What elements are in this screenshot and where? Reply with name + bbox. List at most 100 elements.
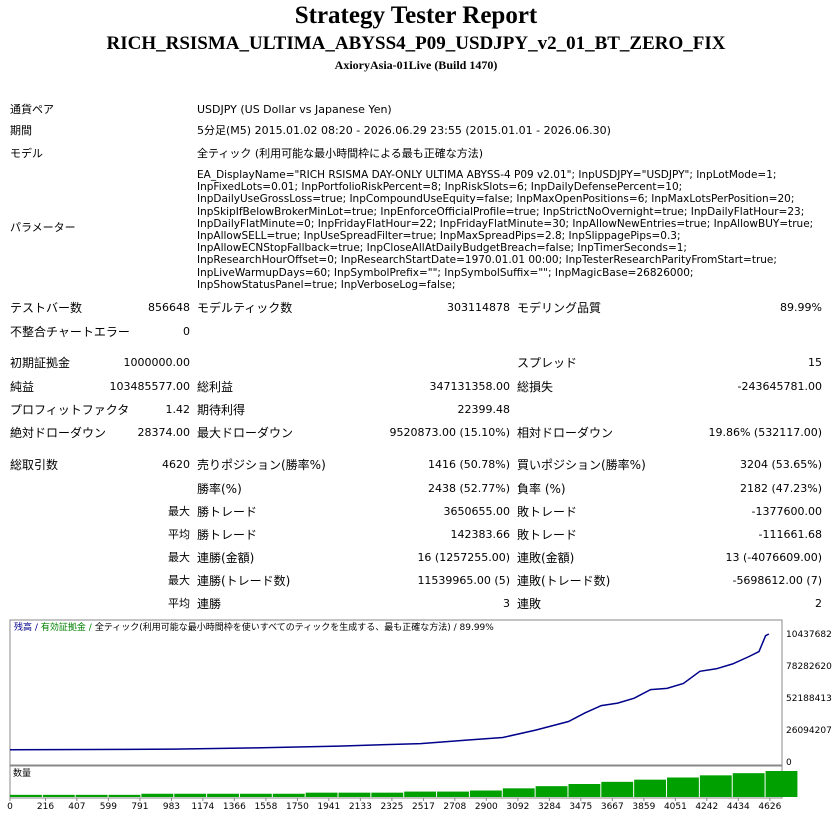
- stat-value: 4620: [162, 458, 190, 471]
- info-label: 通貨ペア: [10, 103, 54, 116]
- stat-label: 勝トレード: [197, 505, 258, 519]
- x-tick-label: 2900: [475, 802, 498, 812]
- volume-bar: [469, 790, 502, 797]
- y-tick-label: 26094207: [786, 726, 832, 736]
- x-tick-label: 1366: [223, 802, 246, 812]
- legend: 残高 / 有効証拠金 / 全ティック(利用可能な最小時間枠を使いすべてのティックを生…: [14, 621, 494, 633]
- legend-entry: 全ティック(利用可能な最小時間枠を使いすべてのティックを生成する、最も正確な方法…: [95, 621, 494, 633]
- stat-label: 勝トレード: [197, 528, 258, 542]
- stat-label: 勝率(%): [197, 482, 242, 496]
- stat-value: 2182 (47.23%): [739, 482, 822, 495]
- stat-value: 856648: [148, 301, 190, 314]
- stat-value: -243645781.00: [737, 380, 822, 393]
- stat-label: 売りポジション(勝率%): [197, 458, 326, 472]
- volume-bar: [338, 792, 371, 797]
- stat-value: 最大: [168, 551, 190, 564]
- volume-bar: [601, 781, 634, 797]
- x-tick-label: 1750: [286, 802, 309, 812]
- stat-value: -5698612.00 (7): [732, 574, 822, 587]
- volume-bar: [75, 794, 108, 797]
- stat-label: 総取引数: [10, 458, 59, 472]
- stat-value: 103485577.00: [109, 380, 190, 393]
- stat-value: 2438 (52.77%): [427, 482, 510, 495]
- info-value: USDJPY (US Dollar vs Japanese Yen): [197, 103, 392, 116]
- legend-entry: 有効証拠金 /: [41, 621, 93, 633]
- volume-bar: [699, 775, 732, 797]
- x-tick-label: 4051: [664, 802, 687, 812]
- balance-line: [9, 633, 770, 751]
- x-tick-label: 3475: [569, 802, 592, 812]
- volume-bar: [732, 773, 765, 797]
- y-tick-label: 52188413: [786, 694, 832, 704]
- volume-bar: [305, 792, 338, 797]
- stat-value: 13 (-4076609.00): [725, 551, 822, 564]
- volume-label: 数量: [13, 767, 31, 779]
- stat-value: 9520873.00 (15.10%): [389, 426, 510, 439]
- stat-label: 期待利得: [197, 403, 246, 417]
- x-tick-label: 4626: [758, 802, 781, 812]
- stat-label: 連勝(金額): [197, 551, 255, 565]
- x-tick-label: 1558: [254, 802, 277, 812]
- stat-label: 総損失: [517, 380, 554, 394]
- stat-label: 総利益: [197, 380, 234, 394]
- stat-label: 連敗(トレード数): [517, 574, 611, 588]
- volume-bar: [535, 786, 568, 797]
- x-tick-label: 2325: [380, 802, 403, 812]
- stat-value: 1.42: [165, 403, 191, 416]
- volume-bar: [272, 793, 305, 797]
- stat-label: 敗トレード: [517, 505, 578, 519]
- subtitle: RICH_RSISMA_ULTIMA_ABYSS4_P09_USDJPY_v2_…: [106, 33, 726, 54]
- stat-value: 平均: [168, 528, 190, 541]
- stat-label: 負率 (%): [517, 482, 566, 496]
- x-tick-label: 2133: [349, 802, 372, 812]
- x-tick-label: 983: [163, 802, 180, 812]
- x-tick-label: 4434: [727, 802, 750, 812]
- volume-bar: [10, 794, 42, 797]
- stat-value: 303114878: [447, 301, 510, 314]
- title: Strategy Tester Report: [294, 2, 538, 29]
- x-tick-label: 0: [7, 802, 13, 812]
- stat-label: 連敗: [517, 597, 542, 611]
- volume-bar: [371, 792, 404, 797]
- stat-value: 2: [815, 597, 822, 610]
- stat-label: モデリング品質: [517, 301, 602, 315]
- stat-value: 0: [183, 325, 190, 338]
- stat-label: プロフィットファクタ: [10, 403, 130, 417]
- stat-label: モデルティック数: [197, 301, 293, 315]
- x-tick-label: 3667: [601, 802, 624, 812]
- stat-value: 11539965.00 (5): [417, 574, 510, 587]
- stat-label: 相対ドローダウン: [517, 426, 614, 440]
- stat-value: 最大: [168, 505, 190, 518]
- info-value: 5分足(M5) 2015.01.02 08:20 - 2026.06.29 23…: [197, 124, 611, 137]
- stat-value: 1000000.00: [123, 356, 190, 369]
- x-tick-label: 1174: [191, 802, 214, 812]
- volume-bar: [437, 791, 469, 797]
- stat-value: 347131358.00: [429, 380, 510, 393]
- stat-label: 純益: [10, 380, 35, 394]
- x-tick-label: 4242: [695, 802, 718, 812]
- stat-label: 買いポジション(勝率%): [517, 458, 646, 472]
- stat-value: 22399.48: [457, 403, 511, 416]
- y-tick-label: 0: [786, 758, 792, 768]
- x-tick-label: 2708: [443, 802, 466, 812]
- volume-bar: [765, 771, 798, 797]
- stat-value: 28374.00: [137, 426, 191, 439]
- stat-value: -111661.68: [758, 528, 822, 541]
- stat-label: 連勝: [197, 597, 222, 611]
- volume-bar: [404, 791, 437, 797]
- stat-value: 1416 (50.78%): [427, 458, 510, 471]
- volume-bar: [141, 793, 174, 797]
- volume-bar: [174, 793, 207, 797]
- volume-bar: [207, 793, 239, 797]
- x-tick-label: 407: [68, 802, 85, 812]
- x-tick-label: 3859: [632, 802, 655, 812]
- stat-value: 16 (1257255.00): [417, 551, 510, 564]
- legend-entry: 残高 /: [14, 621, 39, 633]
- stat-label: 初期証拠金: [10, 356, 71, 370]
- volume-bar: [667, 777, 699, 797]
- stat-value: 3650655.00: [443, 505, 510, 518]
- stat-value: 19.86% (532117.00): [708, 426, 822, 439]
- stat-label: 連勝(トレード数): [197, 574, 291, 588]
- stat-value: 89.99%: [780, 301, 822, 314]
